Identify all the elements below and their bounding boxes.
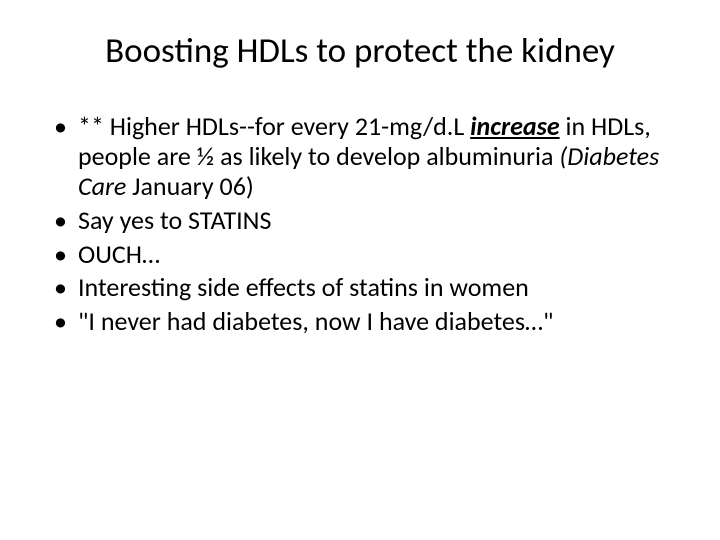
list-item: Say yes to STATINS xyxy=(50,206,670,236)
list-item: ** Higher HDLs--for every 21-mg/d.L incr… xyxy=(50,112,670,202)
slide: Boosting HDLs to protect the kidney ** H… xyxy=(0,0,720,540)
bullet-text-post: January 06) xyxy=(126,170,253,202)
slide-body: ** Higher HDLs--for every 21-mg/d.L incr… xyxy=(50,112,670,337)
bullet-list: ** Higher HDLs--for every 21-mg/d.L incr… xyxy=(50,112,670,337)
bullet-text: Interesting side effects of statins in w… xyxy=(78,271,529,303)
list-item: Interesting side effects of statins in w… xyxy=(50,273,670,303)
bullet-text: Say yes to STATINS xyxy=(78,204,271,236)
bullet-text: OUCH… xyxy=(78,238,160,270)
bullet-text-emph: increase xyxy=(470,110,559,142)
list-item: "I never had diabetes, now I have diabet… xyxy=(50,307,670,337)
list-item: OUCH… xyxy=(50,240,670,270)
bullet-text-pre: ** Higher HDLs--for every 21-mg/d.L xyxy=(78,110,470,142)
slide-title: Boosting HDLs to protect the kidney xyxy=(50,30,670,72)
bullet-text: "I never had diabetes, now I have diabet… xyxy=(78,305,553,337)
